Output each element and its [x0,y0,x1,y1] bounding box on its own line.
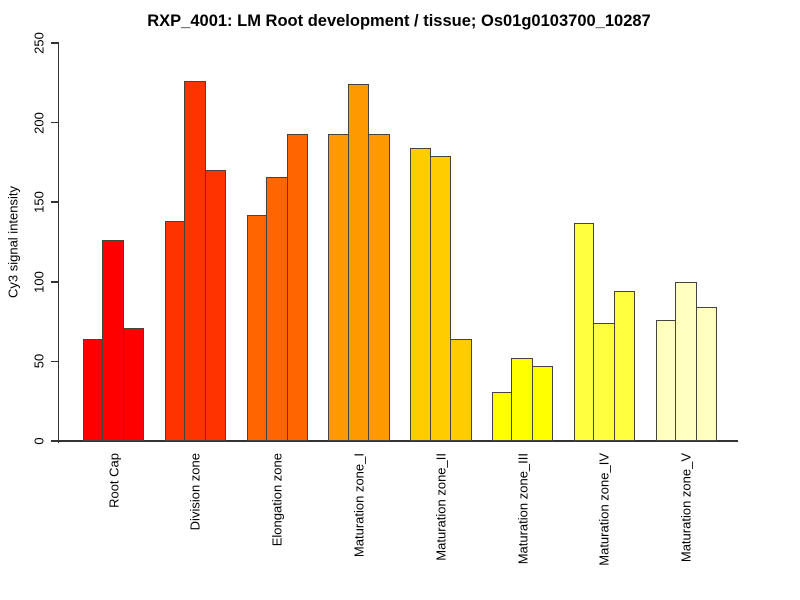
bar-division-zone-3 [205,170,226,441]
bar-maturation-zone-v-1 [656,320,676,441]
x-category-label: Division zone [187,453,203,531]
bar-maturation-zone-ii-3 [450,339,472,441]
x-category-label: Elongation zone [269,453,285,547]
x-category-label: Maturation zone_V [678,453,694,563]
bar-maturation-zone-i-1 [328,134,349,441]
bar-root-cap-3 [123,328,144,441]
y-tick-label: 150 [31,191,47,214]
bar-maturation-zone-i-3 [368,134,390,441]
y-axis-title: Cy3 signal intensity [5,186,21,298]
bar-maturation-zone-iv-1 [574,223,594,441]
x-category-label: Maturation zone_II [433,453,449,561]
bar-elongation-zone-1 [247,215,267,441]
bar-maturation-zone-v-2 [675,282,697,441]
bar-maturation-zone-iv-2 [593,323,615,441]
y-tick-label: 0 [31,437,47,445]
y-tick-label: 50 [31,354,47,369]
chart-title: RXP_4001: LM Root development / tissue; … [147,12,651,30]
x-category-label: Maturation zone_I [351,453,367,558]
x-category-label: Maturation zone_IV [596,453,612,566]
x-category-label: Root Cap [106,453,122,508]
bar-root-cap-2 [102,240,124,441]
y-tick-mark [50,201,58,203]
bar-root-cap-1 [83,339,103,441]
bar-maturation-zone-iii-2 [511,358,533,441]
bar-maturation-zone-iii-1 [492,392,512,441]
y-tick-mark [50,121,58,124]
y-tick-label: 200 [31,111,47,134]
x-axis-line [57,440,738,442]
y-tick-label: 250 [31,32,47,54]
x-category-label: Maturation zone_III [515,453,531,565]
bar-maturation-zone-ii-1 [410,148,431,441]
bar-elongation-zone-3 [287,134,308,441]
bar-division-zone-2 [184,81,206,441]
bar-maturation-zone-iii-3 [532,366,553,441]
bar-elongation-zone-2 [266,177,288,441]
bar-maturation-zone-i-2 [348,84,369,441]
bar-maturation-zone-iv-3 [614,291,635,441]
y-tick-mark [50,360,58,363]
bar-division-zone-1 [165,221,185,441]
y-tick-mark [50,281,58,283]
bar-maturation-zone-v-3 [696,307,717,441]
y-tick-mark [50,440,58,442]
y-tick-mark [50,42,58,44]
y-axis-line [57,42,59,443]
bar-maturation-zone-ii-2 [430,156,451,441]
y-tick-label: 100 [31,270,47,293]
